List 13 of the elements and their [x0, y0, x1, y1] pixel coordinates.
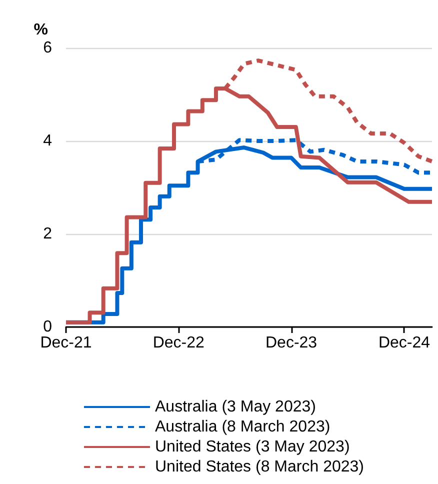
x-tick-label: Dec-23 [265, 334, 318, 352]
y-tick-label: 6 [43, 40, 52, 56]
x-tick-label: Dec-21 [40, 334, 92, 352]
y-tick-label: 0 [43, 318, 52, 336]
y-tick-label: 2 [43, 226, 52, 242]
legend-label: United States (8 March 2023) [155, 458, 364, 476]
x-tick-label: Dec-22 [152, 334, 205, 352]
x-tick-label: Dec-24 [378, 334, 430, 352]
legend-label: Australia (8 March 2023) [155, 418, 330, 436]
legend-label: Australia (3 May 2023) [155, 398, 316, 416]
legend-label: United States (3 May 2023) [155, 438, 350, 456]
y-axis-title: % [34, 22, 48, 38]
y-tick-label: 4 [43, 132, 52, 150]
